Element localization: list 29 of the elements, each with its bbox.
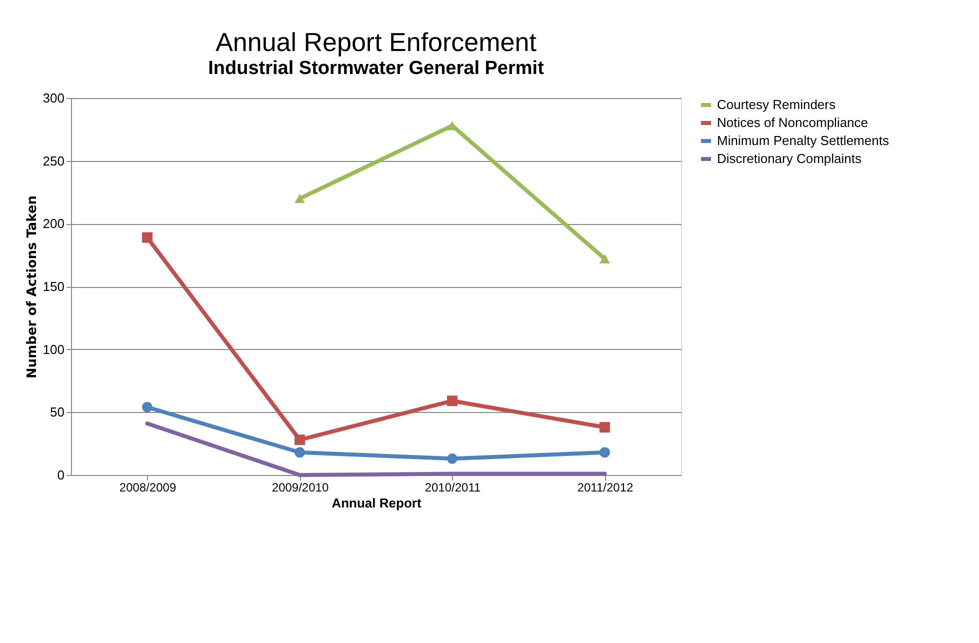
y-tick-label: 150 — [42, 279, 64, 294]
legend-label: Notices of Noncompliance — [717, 115, 868, 130]
point — [447, 396, 458, 406]
y-axis-title: Number of Actions Taken — [24, 195, 40, 379]
y-tick-label: 250 — [42, 153, 64, 168]
legend-label: Courtesy Reminders — [717, 97, 836, 112]
y-tick-label: 50 — [50, 404, 64, 420]
y-tick-label: 300 — [42, 90, 64, 106]
x-tick-label: 2011/2012 — [577, 480, 634, 494]
point — [294, 447, 305, 458]
point — [600, 254, 610, 264]
chart-title: Annual Report Enforcement — [216, 27, 538, 57]
point — [447, 453, 458, 464]
y-tick-label: 0 — [57, 468, 64, 482]
point — [294, 434, 305, 446]
point — [600, 447, 610, 458]
x-tick-label: 2010/2011 — [424, 480, 481, 494]
point — [142, 232, 152, 243]
point — [600, 422, 610, 432]
x-axis-title: Annual Report — [332, 496, 422, 510]
chart-subtitle: Industrial Stormwater General Permit — [208, 58, 545, 79]
point — [142, 402, 152, 412]
y-tick-label: 100 — [42, 342, 64, 357]
x-tick-label: 2008/2009 — [119, 480, 176, 494]
y-tick-label: 200 — [42, 216, 64, 232]
legend-label: Minimum Penalty Settlements — [717, 133, 890, 148]
point — [294, 194, 305, 204]
legend-label: Discretionary Complaints — [717, 151, 862, 166]
x-tick-label: 2009/2010 — [272, 480, 329, 494]
